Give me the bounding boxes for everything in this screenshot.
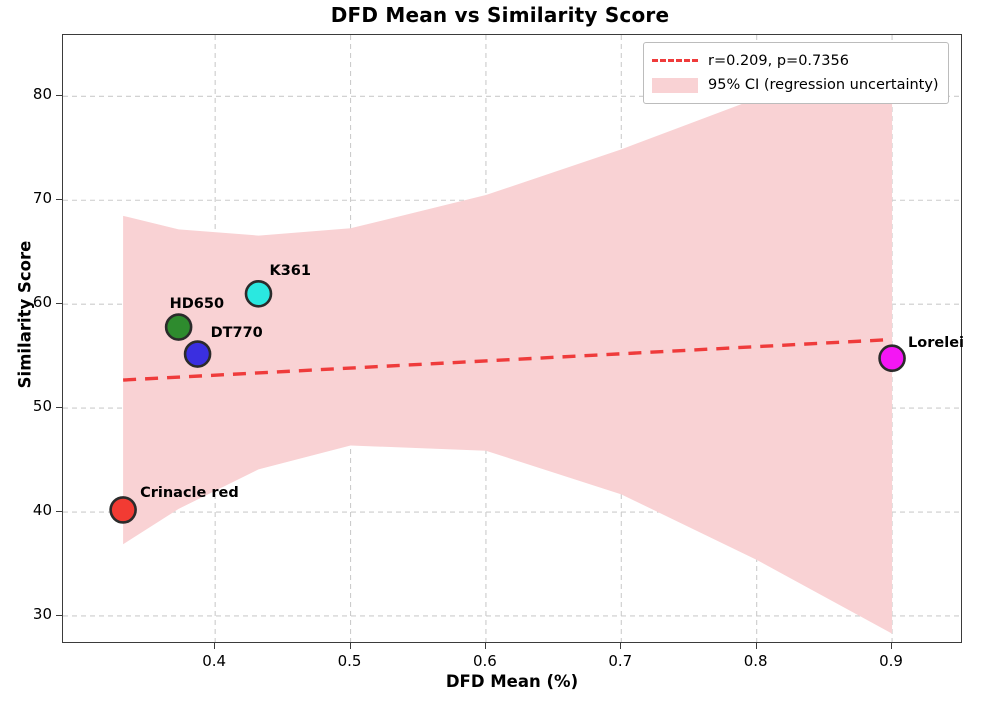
data-point-k361[interactable] [244,279,273,308]
y-tick-label: 60 [32,293,52,312]
plot-canvas [63,35,961,642]
y-tick-label: 70 [32,189,52,208]
x-tick-label: 0.8 [743,652,768,670]
point-label-crinacle-red: Crinacle red [140,484,239,501]
x-axis-label: DFD Mean (%) [445,672,579,691]
x-tick-label: 0.4 [202,652,227,670]
x-tick-mark [620,643,622,649]
x-tick-label: 0.6 [472,652,497,670]
y-tick-label: 80 [32,85,52,104]
x-tick-mark [349,643,351,649]
point-label-lorelei: Lorelei [908,335,965,352]
data-point-crinacle-red[interactable] [109,496,137,524]
y-tick-label: 50 [32,397,52,416]
dashed-line-icon [652,53,698,69]
y-tick-label: 40 [32,501,52,519]
page-title: DFD Mean vs Similarity Score [330,3,670,27]
x-tick-mark [214,643,216,649]
x-tick-mark [484,643,486,649]
filled-patch-icon [652,77,698,93]
y-tick-label: 30 [32,604,52,623]
x-tick-mark [891,643,893,649]
plot-area [62,34,962,643]
data-point-hd650[interactable] [164,313,193,341]
x-tick-mark [755,643,757,649]
point-label-hd650: HD650 [169,296,225,313]
data-points [109,279,906,524]
chart-legend: r=0.209, p=0.7356 95% CI (regression unc… [643,42,949,104]
regression-line [123,337,893,382]
legend-item-regression: r=0.209, p=0.7356 [652,49,939,73]
legend-label-regression: r=0.209, p=0.7356 [708,53,849,69]
y-tick-mark [56,614,62,616]
x-tick-label: 0.7 [608,652,633,670]
data-point-dt770[interactable] [183,340,212,368]
legend-item-confidence-band: 95% CI (regression uncertainty) [652,73,939,97]
confidence-band [123,44,893,634]
data-point-lorelei[interactable] [878,344,906,373]
point-label-dt770: DT770 [210,325,263,342]
y-tick-mark [56,407,62,409]
y-tick-mark [56,199,62,201]
y-tick-mark [56,303,62,305]
y-tick-mark [56,511,62,512]
plot-clip [63,35,961,642]
legend-label-confidence-band: 95% CI (regression uncertainty) [708,77,939,93]
point-label-k361: K361 [269,262,311,279]
x-tick-label: 0.9 [879,652,903,670]
x-tick-label: 0.5 [337,652,362,670]
y-tick-mark [56,95,62,97]
